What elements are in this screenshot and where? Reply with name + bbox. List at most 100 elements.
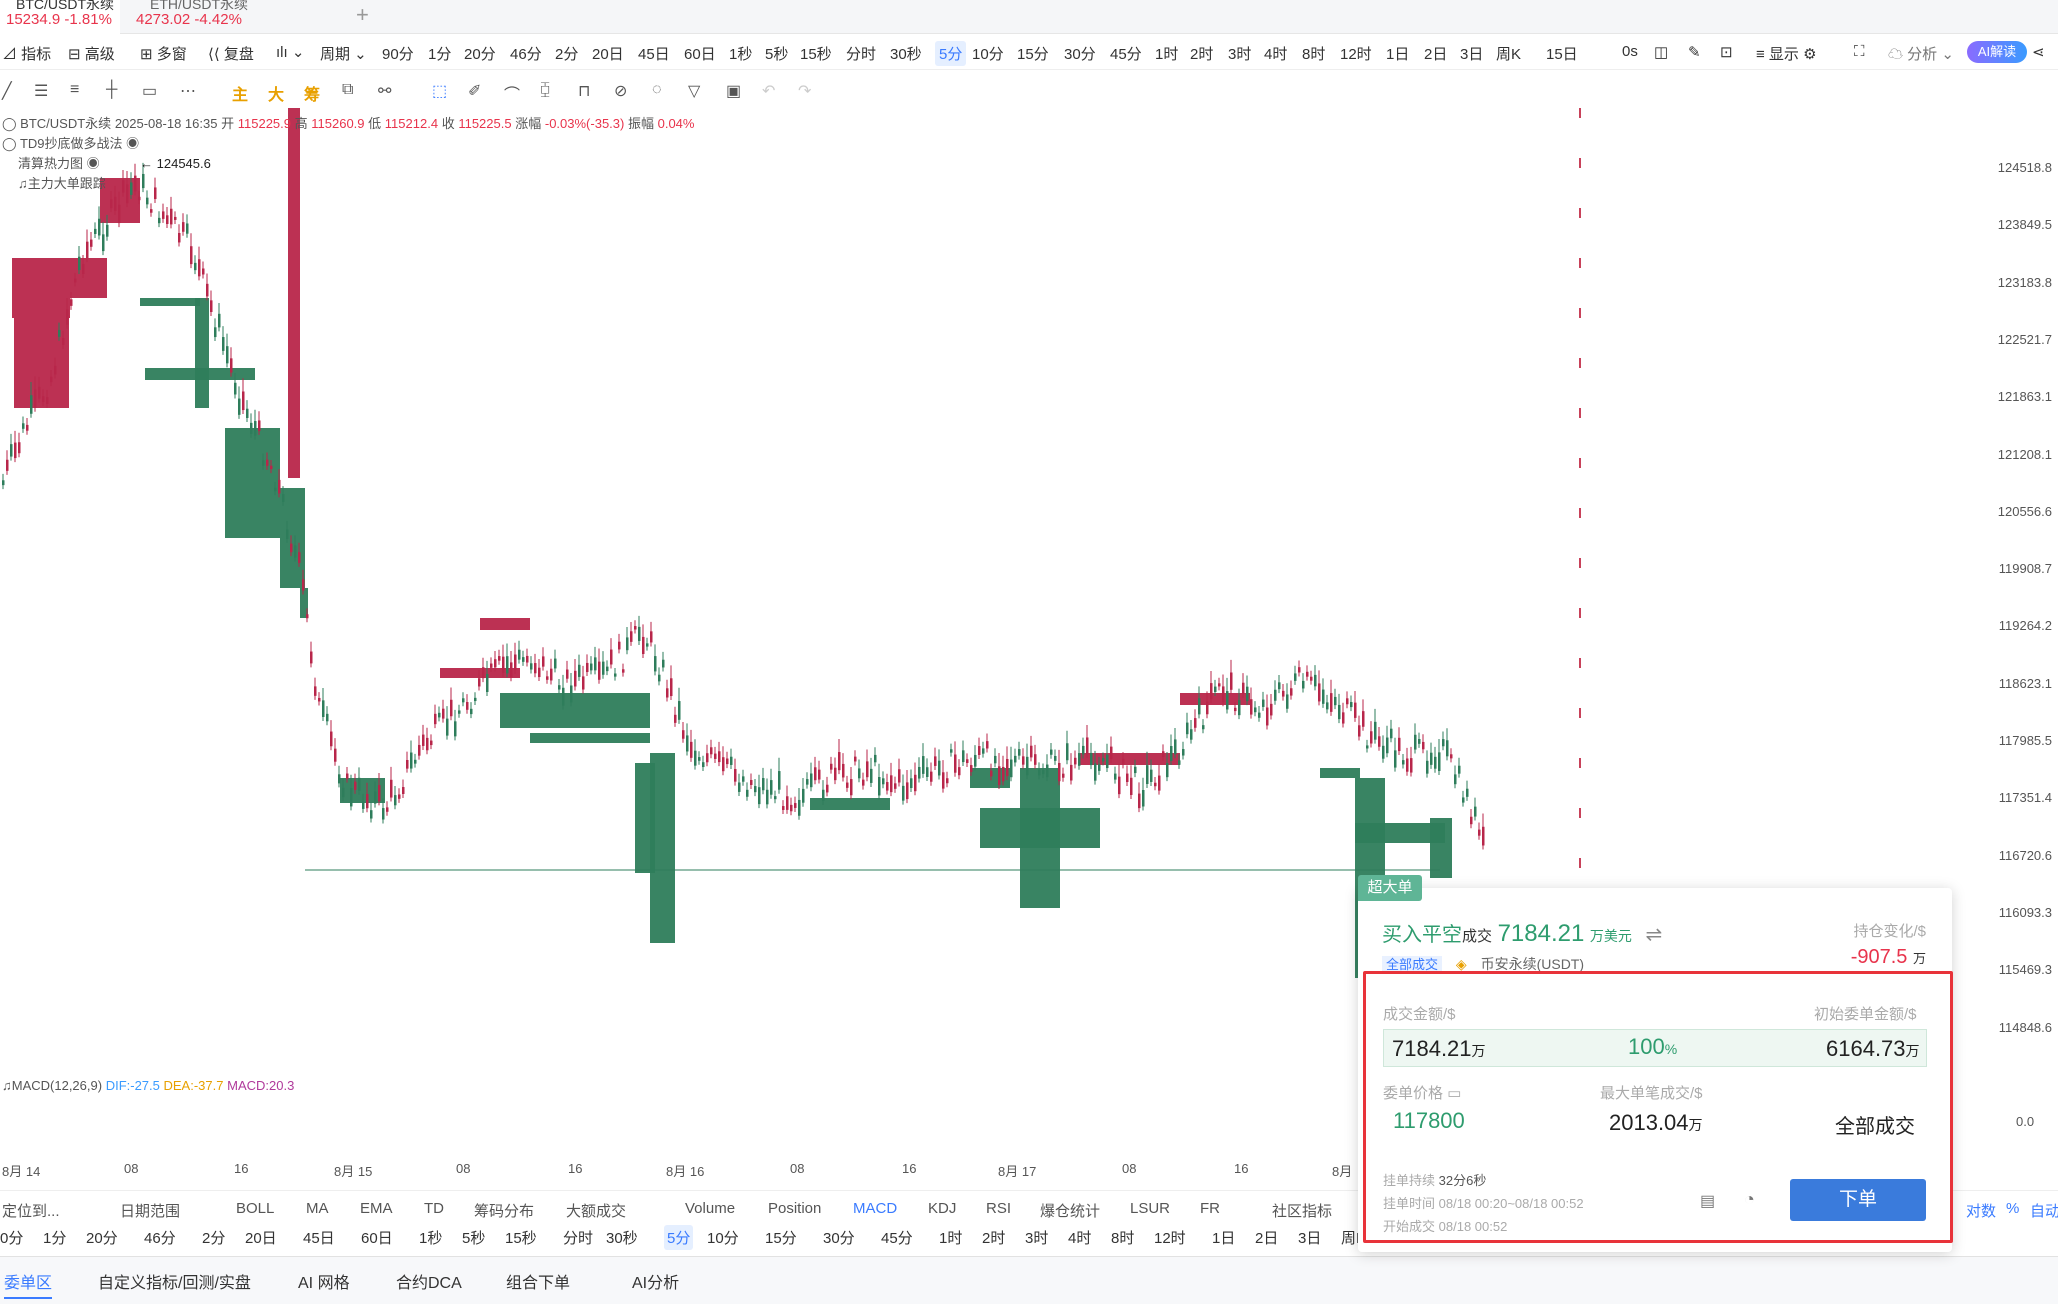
period-option[interactable]: 2分 <box>555 46 579 63</box>
chart-type-button[interactable]: ılı ⌄ <box>276 44 305 61</box>
indicator-toggle[interactable]: 日期范围 <box>120 1203 181 1220</box>
period-option[interactable]: 20日 <box>592 46 624 63</box>
magnet-icon[interactable]: ⌒ <box>504 87 521 104</box>
period-option[interactable]: 30分 <box>1064 46 1096 63</box>
select-icon[interactable]: ⬚ <box>432 83 448 100</box>
annotate-icon[interactable]: ⧉ <box>342 81 354 98</box>
indicator-toggle[interactable]: 定位到... <box>2 1203 60 1220</box>
period-dropdown[interactable]: 周期 ⌄ <box>320 46 367 63</box>
period-option[interactable]: 3时 <box>1025 1230 1049 1247</box>
period-option[interactable]: 1秒 <box>729 46 753 63</box>
period-option[interactable]: 1分 <box>428 46 452 63</box>
undo-icon[interactable]: ↶ <box>762 83 776 100</box>
horizontal-lines-icon[interactable]: ≡ <box>70 81 80 98</box>
pen-icon[interactable]: ✎ <box>1688 44 1701 61</box>
bottom-tab[interactable]: 委单区 <box>4 1269 53 1299</box>
indicator-toggle[interactable]: BOLL <box>236 1200 275 1217</box>
period-option[interactable]: 周K <box>1496 46 1522 63</box>
period-option[interactable]: 46分 <box>510 46 542 63</box>
swap-icon[interactable]: ⇌ <box>1645 924 1663 946</box>
period-option[interactable]: 20分 <box>86 1230 118 1247</box>
price-chart[interactable] <box>0 108 1990 1130</box>
period-option[interactable]: 1时 <box>939 1230 963 1247</box>
rectangle-icon[interactable]: ▭ <box>142 83 158 100</box>
indicator-toggle[interactable]: LSUR <box>1130 1200 1171 1217</box>
indicator-toggle[interactable]: MACD <box>853 1200 898 1217</box>
add-tab-icon[interactable]: + <box>356 2 369 27</box>
bottom-tab[interactable]: 合约DCA <box>396 1275 462 1292</box>
period-option[interactable]: 0分 <box>0 1230 24 1247</box>
period-option[interactable]: 15日 <box>1546 46 1578 63</box>
candlestick-chart[interactable] <box>0 108 1990 1130</box>
indicator-toggle[interactable]: Volume <box>685 1200 736 1217</box>
period-option[interactable]: 5分 <box>935 41 967 66</box>
more-tools-icon[interactable]: ⋯ <box>180 83 196 100</box>
ray-icon[interactable]: ┼ <box>106 81 118 98</box>
period-option[interactable]: 10分 <box>972 46 1004 63</box>
period-option[interactable]: 15分 <box>1017 46 1049 63</box>
ai-interpret-button[interactable]: AI解读 <box>1967 41 2027 63</box>
period-option[interactable]: 2日 <box>1424 46 1448 63</box>
period-option[interactable]: 3时 <box>1228 46 1252 63</box>
display-button[interactable]: ≡ 显示 ⚙ <box>1756 46 1817 63</box>
period-option[interactable]: 30秒 <box>890 46 922 63</box>
indicator-toggle[interactable]: 筹码分布 <box>474 1203 535 1220</box>
period-option[interactable]: 2分 <box>202 1230 226 1247</box>
indicator-toggle[interactable]: EMA <box>360 1200 393 1217</box>
hide-icon[interactable]: ⊘ <box>614 83 628 100</box>
indicator-toggle[interactable]: 大额成交 <box>566 1203 627 1220</box>
axis-mode-toggle[interactable]: 自动 <box>2030 1203 2058 1220</box>
indicator-toggle[interactable]: TD <box>424 1200 444 1217</box>
lock-icon[interactable]: ⊓ <box>578 83 591 100</box>
period-option[interactable]: 4时 <box>1264 46 1288 63</box>
price-axis[interactable]: 124518.8 123849.5 123183.8 122521.7 121863.1… <box>1990 108 2058 1158</box>
advanced-button[interactable]: ⊟ 高级 <box>68 46 115 63</box>
indicator-toggle[interactable]: MA <box>306 1200 329 1217</box>
document-icon[interactable]: ▤ <box>1700 1193 1716 1210</box>
period-option[interactable]: 60日 <box>684 46 716 63</box>
period-option[interactable]: 46分 <box>144 1230 176 1247</box>
bottom-tab[interactable]: AI 网格 <box>298 1275 350 1292</box>
indicator-toggle[interactable]: 爆仓统计 <box>1040 1203 1101 1220</box>
period-option[interactable]: 45分 <box>881 1230 913 1247</box>
filter-icon[interactable]: ▽ <box>688 83 701 100</box>
axis-mode-toggle[interactable]: 对数 <box>1966 1203 1997 1220</box>
bottom-tab[interactable]: 自定义指标/回测/实盘 <box>98 1275 251 1292</box>
period-option[interactable]: 3日 <box>1460 46 1484 63</box>
brush-icon[interactable]: ✐ <box>468 83 482 100</box>
period-option[interactable]: 3日 <box>1298 1230 1322 1247</box>
period-option[interactable]: 15秒 <box>800 46 832 63</box>
period-option[interactable]: 5分 <box>664 1225 694 1250</box>
main-force-button[interactable]: 主 <box>232 87 249 104</box>
period-option[interactable]: 1时 <box>1155 46 1179 63</box>
period-option[interactable]: 分时 <box>563 1230 594 1247</box>
eye-icon[interactable]: ◉ <box>126 136 140 151</box>
parallel-lines-icon[interactable]: ☰ <box>34 83 49 100</box>
period-option[interactable]: 1日 <box>1212 1230 1236 1247</box>
layout-icon[interactable]: ⊡ <box>1720 44 1733 61</box>
replay-button[interactable]: ⟨⟨ 复盘 <box>208 46 254 63</box>
indicator-heatmap[interactable]: 清算热力图 ◉ <box>18 153 100 172</box>
period-option[interactable]: 1分 <box>43 1230 67 1247</box>
tab-btc[interactable]: BTC/USDT永续 15234.9 -1.81% <box>0 0 120 34</box>
bottom-tab[interactable]: AI分析 <box>632 1275 680 1292</box>
trend-line-icon[interactable]: ╱ <box>2 83 12 100</box>
period-option[interactable]: 45日 <box>638 46 670 63</box>
period-option[interactable]: 20日 <box>245 1230 277 1247</box>
period-option[interactable]: 90分 <box>382 46 414 63</box>
fullscreen-icon[interactable]: ⛶ <box>1854 43 1865 60</box>
indicator-td9[interactable]: ◯ TD9抄底做多战法 ◉ <box>2 136 140 151</box>
period-option[interactable]: 1日 <box>1386 46 1410 63</box>
indicator-toggle[interactable]: KDJ <box>928 1200 957 1217</box>
indicator-big-order[interactable]: ♫主力大单跟踪 <box>18 173 106 192</box>
period-option[interactable]: 20分 <box>464 46 496 63</box>
tab-eth[interactable]: ETH/USDT永续 4273.02 -4.42% <box>124 0 324 34</box>
measure-icon[interactable]: ⚯ <box>378 83 392 100</box>
share-icon[interactable]: ⋖ <box>2032 44 2045 61</box>
period-option[interactable]: 12时 <box>1154 1230 1186 1247</box>
bottom-tab[interactable]: 组合下单 <box>506 1275 571 1292</box>
indicator-toggle[interactable]: 社区指标 <box>1272 1203 1333 1220</box>
indicator-toggle[interactable]: RSI <box>986 1200 1012 1217</box>
period-option[interactable]: 2时 <box>1190 46 1214 63</box>
period-option[interactable]: 45日 <box>303 1230 335 1247</box>
